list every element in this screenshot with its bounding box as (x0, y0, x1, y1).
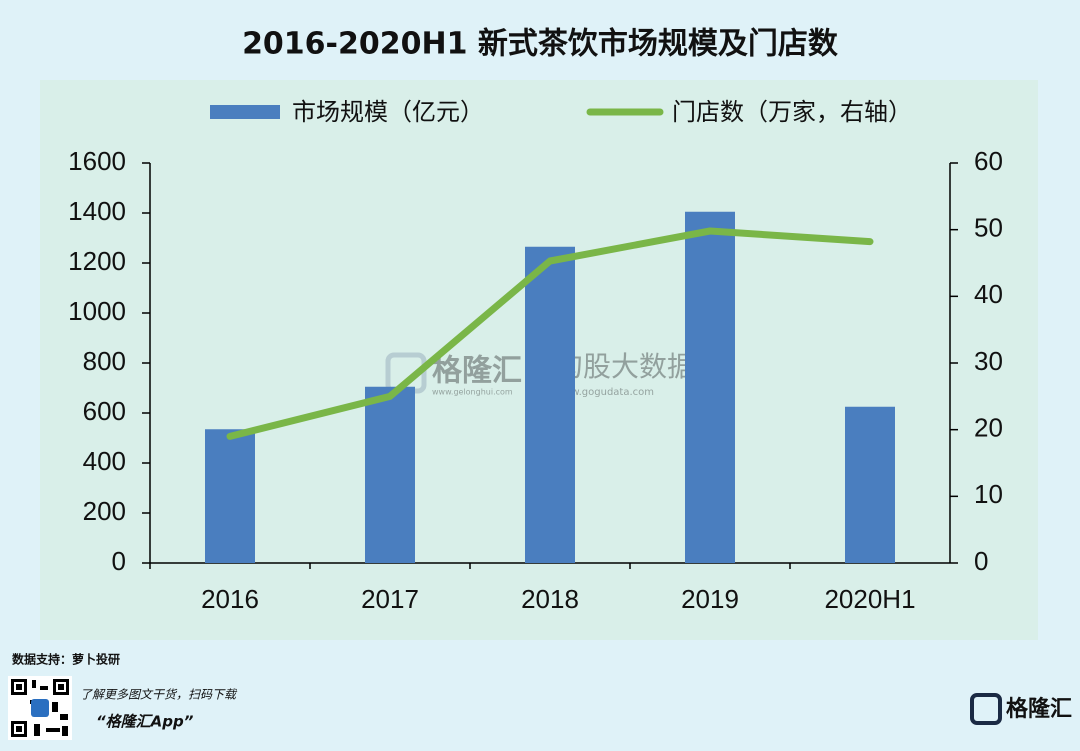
y2-tick-label: 50 (974, 213, 1003, 243)
x-tick-label: 2020H1 (824, 584, 915, 614)
y-tick-label: 1200 (68, 246, 126, 276)
y2-tick-label: 30 (974, 346, 1003, 376)
watermark-data-brand: 勾股大数据 (555, 350, 695, 383)
x-tick-label: 2018 (521, 584, 579, 614)
x-tick-label: 2016 (201, 584, 259, 614)
y2-tick-label: 20 (974, 413, 1003, 443)
y2-tick-label: 40 (974, 279, 1003, 309)
y2-tick-label: 10 (974, 479, 1003, 509)
y-tick-label: 1000 (68, 296, 126, 326)
watermark: 格隆汇 www.gelonghui.com 勾股大数据 www.gogudata… (385, 350, 695, 398)
line (226, 227, 874, 440)
footer-logo: 格隆汇 (1006, 696, 1072, 722)
source: 数据支持：萝卜投研 (12, 652, 120, 667)
y2-tick-label: 60 (974, 146, 1003, 176)
x-tick-label: 2019 (681, 584, 739, 614)
promo: 了解更多图文干货，扫码下载 (80, 688, 238, 702)
y-tick-label: 0 (112, 546, 126, 576)
y-tick-label: 1400 (68, 196, 126, 226)
bar (525, 246, 575, 563)
y-tick-label: 800 (83, 346, 126, 376)
y2-tick-label: 0 (974, 546, 988, 576)
qr-code (8, 676, 72, 740)
legend-label: 门店数（万家，右轴） (672, 98, 912, 126)
bar (845, 406, 895, 563)
legend-swatch (210, 105, 280, 119)
app-name: “格隆汇App” (96, 713, 194, 731)
legend-label: 市场规模（亿元） (292, 98, 484, 126)
watermark-brand: 格隆汇 (432, 354, 522, 389)
bar (205, 429, 255, 563)
y-tick-label: 1600 (68, 146, 126, 176)
y-tick-label: 400 (83, 446, 126, 476)
watermark-url: www.gelonghui.com (432, 388, 513, 397)
bar (685, 211, 735, 563)
watermark-data-url: www.gogudata.com (555, 387, 654, 398)
bar (365, 386, 415, 563)
y-tick-label: 600 (83, 396, 126, 426)
footer-logo-icon (970, 693, 1002, 725)
chart-title: 2016-2020H1 新式茶饮市场规模及门店数 (242, 27, 839, 62)
y-tick-label: 200 (83, 496, 126, 526)
x-tick-label: 2017 (361, 584, 419, 614)
